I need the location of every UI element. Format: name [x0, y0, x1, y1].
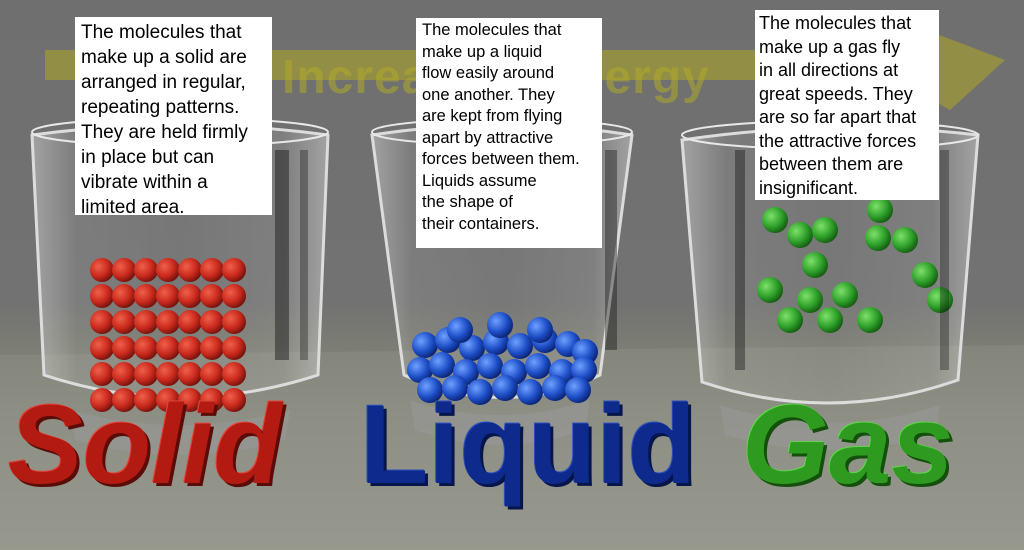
molecule: [865, 225, 891, 251]
molecule: [134, 336, 158, 360]
gas-label: Gas: [742, 382, 954, 507]
molecule: [112, 258, 136, 282]
molecule: [90, 362, 114, 386]
molecule: [134, 258, 158, 282]
molecule: [417, 377, 443, 403]
molecule: [90, 336, 114, 360]
molecule: [178, 362, 202, 386]
molecule: [178, 258, 202, 282]
molecule: [412, 332, 438, 358]
molecule: [542, 375, 568, 401]
molecule: [200, 362, 224, 386]
liquid-label: Liquid: [360, 382, 696, 507]
molecule: [112, 336, 136, 360]
molecule: [200, 388, 224, 412]
molecule: [777, 307, 803, 333]
molecule: [867, 197, 893, 223]
molecule: [442, 375, 468, 401]
molecule: [112, 362, 136, 386]
molecule: [90, 388, 114, 412]
molecule: [200, 258, 224, 282]
molecule: [134, 388, 158, 412]
molecule: [407, 357, 433, 383]
molecule: [178, 284, 202, 308]
molecule: [527, 317, 553, 343]
molecule: [222, 388, 246, 412]
molecule: [178, 336, 202, 360]
molecule: [492, 375, 518, 401]
molecule: [565, 377, 591, 403]
gas-caption: The molecules that make up a gas fly in …: [755, 10, 939, 200]
molecule: [156, 284, 180, 308]
liquid-caption-text: The molecules that make up a liquid flow…: [422, 21, 580, 233]
molecule: [857, 307, 883, 333]
solid-label: Solid: [8, 382, 282, 507]
molecule: [222, 258, 246, 282]
molecule: [90, 258, 114, 282]
molecule: [222, 310, 246, 334]
gas-molecules: [757, 197, 953, 333]
molecule: [178, 388, 202, 412]
solid-caption: The molecules that make up a solid are a…: [75, 17, 272, 218]
molecule: [156, 362, 180, 386]
molecule: [222, 362, 246, 386]
molecule: [817, 307, 843, 333]
molecule: [200, 284, 224, 308]
molecule: [797, 287, 823, 313]
molecule: [762, 207, 788, 233]
molecule: [156, 310, 180, 334]
molecule: [200, 336, 224, 360]
molecule: [507, 333, 533, 359]
liquid-molecules: [407, 312, 598, 405]
molecule: [912, 262, 938, 288]
molecule: [525, 353, 551, 379]
molecule: [812, 217, 838, 243]
molecule: [571, 357, 597, 383]
molecule: [222, 336, 246, 360]
molecule: [487, 312, 513, 338]
molecule: [429, 352, 455, 378]
molecule: [222, 284, 246, 308]
molecule: [134, 310, 158, 334]
molecule: [467, 379, 493, 405]
molecule: [927, 287, 953, 313]
molecule: [178, 310, 202, 334]
molecule: [112, 284, 136, 308]
solid-molecules: [90, 258, 246, 412]
molecule: [757, 277, 783, 303]
molecule: [802, 252, 828, 278]
molecule: [134, 284, 158, 308]
molecule: [892, 227, 918, 253]
molecule: [90, 284, 114, 308]
molecule: [156, 258, 180, 282]
molecule: [447, 317, 473, 343]
liquid-caption: The molecules that make up a liquid flow…: [416, 18, 602, 248]
molecule: [477, 353, 503, 379]
molecule: [156, 336, 180, 360]
molecule: [112, 388, 136, 412]
solid-caption-text: The molecules that make up a solid are a…: [81, 22, 248, 218]
molecule: [200, 310, 224, 334]
molecule: [90, 310, 114, 334]
gas-caption-text: The molecules that make up a gas fly in …: [759, 13, 917, 198]
molecule: [517, 379, 543, 405]
molecule: [787, 222, 813, 248]
molecule: [112, 310, 136, 334]
molecule: [156, 388, 180, 412]
molecule: [832, 282, 858, 308]
molecule: [134, 362, 158, 386]
